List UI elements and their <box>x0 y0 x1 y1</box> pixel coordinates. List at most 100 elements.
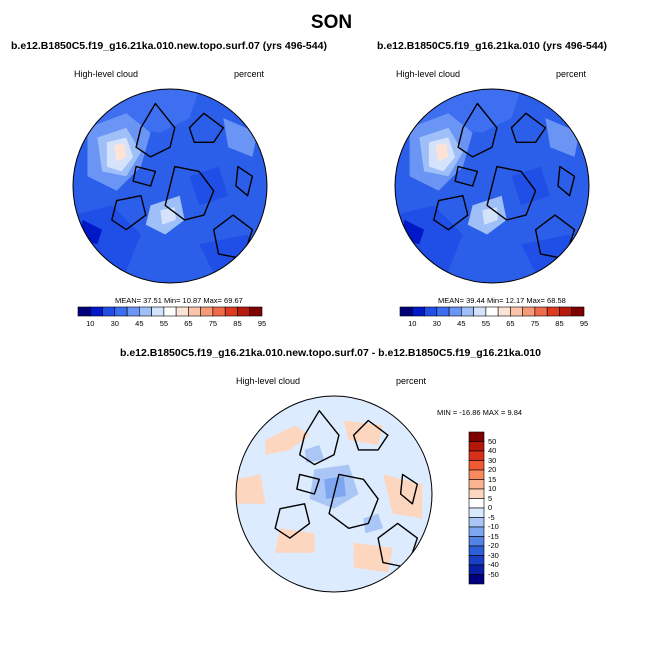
colorbar-swatch <box>468 555 485 566</box>
colorbar-swatch <box>237 306 251 317</box>
coastline <box>433 194 469 231</box>
map-panel-3 <box>235 395 433 593</box>
coastline <box>132 165 157 187</box>
colorbar-swatch <box>411 306 425 317</box>
field-contour <box>363 513 383 534</box>
colorbar-swatch <box>448 306 462 317</box>
field-contour <box>223 118 258 157</box>
colorbar-swatch <box>436 306 450 317</box>
colorbar-3-tick-label: 0 <box>488 503 493 512</box>
panel3-variable-label: High-level cloud <box>236 376 301 386</box>
coastline <box>328 473 379 529</box>
colorbar-3-tick-label: 40 <box>488 446 497 455</box>
coastline <box>111 194 147 231</box>
colorbar-swatch <box>468 469 485 480</box>
colorbar-3-tick-label: -20 <box>488 541 499 550</box>
colorbar-swatch <box>468 526 485 537</box>
colorbar-swatch <box>468 431 485 442</box>
map-boundary <box>72 88 268 284</box>
colorbar-3-tick-label: 5 <box>488 493 493 503</box>
colorbar-swatch <box>424 306 438 317</box>
colorbar-swatch <box>139 306 152 317</box>
colorbar-2-tick-label: 30 <box>432 319 441 328</box>
map-boundary <box>235 395 433 593</box>
colorbar-swatch <box>468 450 485 461</box>
colorbar-swatch <box>510 306 523 317</box>
colorbar-swatch <box>468 488 485 499</box>
coastline <box>457 102 498 158</box>
colorbar-swatch <box>188 306 201 317</box>
panel2-units-label: percent <box>556 69 587 79</box>
coastline <box>188 112 225 144</box>
colorbar-3-tick-label: 50 <box>488 436 497 446</box>
colorbar-1-tick-label: 65 <box>184 319 193 328</box>
map-panel-1 <box>72 88 268 284</box>
colorbar-swatch <box>468 574 485 585</box>
coastline <box>299 410 340 466</box>
colorbar-swatch <box>102 306 116 317</box>
colorbar-3-tick-label: -10 <box>488 522 499 531</box>
colorbar-3-tick-label: 30 <box>488 455 497 465</box>
field-contour <box>435 143 449 162</box>
colorbar-1-tick-label: 30 <box>110 319 119 328</box>
panel1-title: b.e12.B1850C5.f19_g16.21ka.010.new.topo.… <box>11 40 327 52</box>
colorbar-2-tick-label: 85 <box>555 319 564 328</box>
panel1-units-label: percent <box>234 69 265 79</box>
colorbar-2-tick-label: 95 <box>579 319 589 328</box>
coastline <box>164 165 215 221</box>
colorbar-swatch <box>468 498 485 509</box>
colorbar-swatch <box>522 306 536 317</box>
colorbar-1 <box>77 306 263 317</box>
colorbar-swatch <box>114 306 128 317</box>
colorbar-swatch <box>468 564 485 575</box>
coastline <box>296 473 320 495</box>
colorbar-swatch <box>468 536 485 547</box>
colorbar-3-tick-label: -30 <box>488 550 499 560</box>
field-contour <box>113 143 127 162</box>
colorbar-1-tick-label: 10 <box>86 319 95 328</box>
colorbar-1-tick-label: 85 <box>233 319 242 328</box>
colorbar-swatch <box>151 306 165 317</box>
colorbar-3-tick-label: 15 <box>488 474 497 484</box>
colorbar-swatch <box>249 306 263 317</box>
panel2-variable-label: High-level cloud <box>396 69 461 79</box>
colorbar-swatch <box>559 306 573 317</box>
figure-title: SON <box>310 12 353 33</box>
colorbar-3-tick-label: -5 <box>488 512 495 522</box>
colorbar-swatch <box>77 306 91 317</box>
coastline <box>454 165 479 187</box>
panel1-stats: MEAN= 37.51 Min= 10.87 Max= 69.67 <box>115 296 243 305</box>
colorbar-swatch <box>468 479 485 490</box>
map-boundary <box>394 88 590 284</box>
colorbar-swatch <box>485 306 499 317</box>
coastline <box>352 419 389 451</box>
colorbar-3-tick-label: -40 <box>488 560 499 569</box>
coastline <box>274 503 311 539</box>
colorbar-swatch <box>468 441 485 452</box>
colorbar-swatch <box>224 306 238 317</box>
panel2-title: b.e12.B1850C5.f19_g16.21ka.010 (yrs 496-… <box>377 40 607 52</box>
colorbar-3-tick-label: -15 <box>488 531 499 541</box>
map-panel-2 <box>394 88 590 284</box>
field-contour <box>236 474 266 504</box>
colorbar-swatch <box>90 306 103 317</box>
colorbar-3 <box>468 431 485 585</box>
colorbar-2-tick-label: 45 <box>457 319 466 328</box>
colorbar-swatch <box>126 306 140 317</box>
panel2-stats: MEAN= 39.44 Min= 12.17 Max= 68.58 <box>438 296 566 305</box>
panel3-units-label: percent <box>396 376 427 386</box>
panel3-stats: MIN = -16.86 MAX = 9.84 <box>437 408 523 417</box>
colorbar-3-tick-label: 10 <box>488 484 497 493</box>
coastline <box>557 165 576 197</box>
colorbar-1-tick-label: 95 <box>257 319 267 328</box>
panel3-title: b.e12.B1850C5.f19_g16.21ka.010.new.topo.… <box>120 347 542 359</box>
colorbar-swatch <box>473 306 487 317</box>
field-contour <box>160 207 176 225</box>
field-contour <box>545 118 580 157</box>
colorbar-2-tick-label: 75 <box>530 319 540 328</box>
colorbar-swatch <box>399 306 413 317</box>
colorbar-swatch <box>200 306 214 317</box>
colorbar-swatch <box>534 306 548 317</box>
colorbar-1-tick-label: 55 <box>159 319 169 328</box>
